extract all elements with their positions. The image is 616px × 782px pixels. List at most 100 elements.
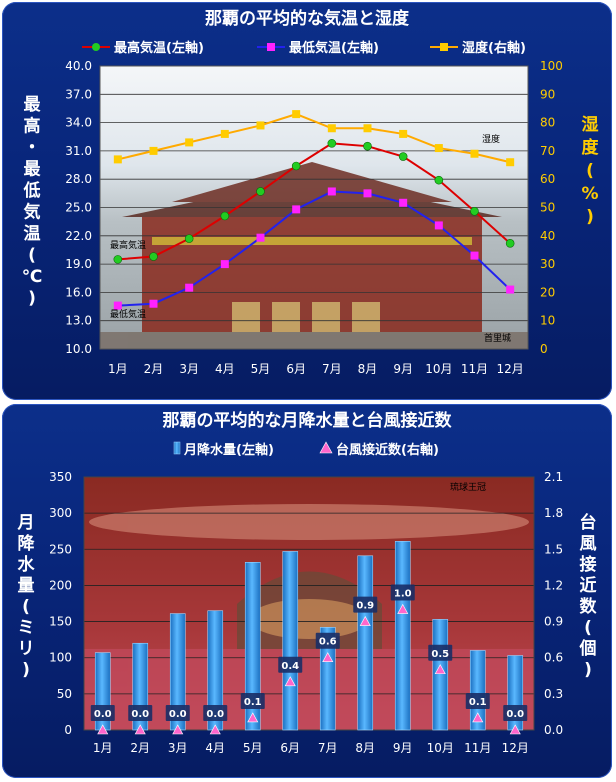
y-tick-label: 34.0 (65, 116, 92, 130)
legend-marker-min-temp (267, 43, 275, 51)
y-right-tick-label: 30 (540, 257, 555, 271)
plot-area (84, 477, 534, 730)
y-axis-left-label-char: 降 (18, 533, 36, 554)
legend-marker-max-temp (92, 43, 100, 51)
y-right-tick-label: 20 (540, 285, 555, 299)
y-axis-left-label-char: ・ (24, 138, 41, 158)
y-axis-right-label-char: ) (586, 207, 594, 227)
data-label-box (90, 705, 115, 721)
y-right-tick-label: 80 (540, 116, 555, 130)
x-tick-label: 9月 (393, 741, 413, 755)
typhoon-data-label: 1.0 (394, 589, 412, 600)
y-tick-label: 28.0 (65, 172, 92, 186)
y-right-tick-label: 1.2 (544, 578, 563, 592)
legend: 最高気温(左軸) 最低気温(左軸) 湿度(右軸) (82, 40, 526, 56)
typhoon-marker (209, 724, 221, 735)
x-tick-label: 4月 (205, 741, 225, 755)
series-line (117, 142, 511, 261)
typhoon-data-label: 0.1 (469, 697, 487, 708)
y-axis-right-ticks: 0 10 20 30 40 50 60 70 80 90 100 (540, 59, 563, 356)
x-tick-label: 8月 (355, 741, 375, 755)
y-tick-label: 150 (49, 615, 72, 629)
y-axis-right-ticks: 0.0 0.3 0.6 0.9 1.2 1.5 1.8 2.1 (544, 470, 563, 737)
temperature-humidity-panel: 那覇の平均的な気温と湿度 最高気温(左軸) 最低気温(左軸) 湿度(右軸) (2, 2, 612, 400)
y-axis-right-label-char: % (581, 184, 598, 204)
y-tick-label: 13.0 (65, 314, 92, 328)
rainfall-typhoon-panel: 那覇の平均的な月降水量と台風接近数 月降水量(左軸) 台風接近数(右軸) 0.0… (2, 404, 612, 778)
legend-entry-max-temp: 最高気温(左軸) (82, 40, 204, 56)
legend-entry-typhoon: 台風接近数(右軸) (319, 441, 439, 458)
legend-entry-rainfall: 月降水量(左軸) (173, 441, 274, 458)
annotation-humidity: 湿度 (482, 133, 500, 145)
x-tick-label: 7月 (322, 362, 342, 376)
x-tick-label: 10月 (425, 362, 452, 376)
data-point (434, 144, 443, 153)
y-tick-label: 19.0 (65, 257, 92, 271)
series-0 (113, 139, 515, 264)
typhoon-data-label: 0.0 (169, 709, 187, 720)
y-right-tick-label: 2.1 (544, 470, 563, 484)
y-axis-right-label-chars: 台風接近数(個) (579, 512, 598, 680)
typhoon-data-label: 0.9 (356, 601, 374, 612)
data-point (363, 124, 372, 133)
y-tick-label: 10.0 (65, 342, 92, 356)
bar-rainfall (244, 561, 261, 731)
y-axis-right-label-char: 台 (580, 512, 597, 533)
typhoon-marker (509, 724, 521, 735)
data-point (256, 187, 265, 196)
y-axis-right-label: 台風接近数(個) (579, 512, 598, 680)
data-point (399, 198, 408, 207)
y-axis-left-label-char: ミ (18, 618, 35, 638)
y-right-tick-label: 0 (540, 342, 548, 356)
legend-label-rainfall: 月降水量(左軸) (183, 442, 274, 458)
y-tick-label: 250 (49, 542, 72, 556)
y-axis-right-label-char: 数 (580, 596, 598, 617)
y-right-tick-label: 100 (540, 59, 563, 73)
y-tick-label: 22.0 (65, 229, 92, 243)
x-axis-ticks: 1月 2月 3月 4月 5月 6月 7月 8月 9月 10月 11月 12月 (93, 741, 529, 755)
x-tick-label: 2月 (144, 362, 164, 376)
data-label-box (128, 705, 153, 721)
typhoon-data-label: 0.0 (506, 709, 524, 720)
y-axis-left-label-char: 最 (24, 95, 42, 115)
series-line (117, 190, 511, 307)
y-axis-right-label-char: ) (584, 660, 592, 680)
x-tick-label: 5月 (243, 741, 263, 755)
typhoon-marker (284, 676, 296, 687)
typhoon-data-label: 0.4 (281, 661, 299, 672)
legend-entry-min-temp: 最低気温(左軸) (257, 40, 379, 56)
y-axis-left-label-char: 最 (24, 160, 42, 180)
x-tick-label: 2月 (130, 741, 150, 755)
typhoon-marker (359, 615, 371, 626)
y-axis-left-label-char: 低 (23, 180, 41, 201)
y-axis-left-label: 最高・最低気温(℃) (22, 95, 43, 309)
y-tick-label: 16.0 (65, 285, 92, 299)
y-axis-right-label-chars: 湿度 (%) (581, 115, 599, 227)
y-axis-right-label-char: 風 (580, 534, 597, 554)
x-tick-label: 12月 (502, 741, 529, 755)
series-1 (113, 187, 515, 310)
gridlines (83, 476, 535, 731)
typhoon-marker (472, 712, 484, 723)
x-tick-label: 5月 (251, 362, 271, 376)
typhoon-data-label: 0.1 (244, 697, 262, 708)
data-label-box (278, 656, 303, 673)
plot-border (83, 476, 535, 731)
y-axis-left-label-char: ( (28, 246, 36, 266)
y-axis-right-label-char: 度 (582, 137, 600, 158)
data-label-box (465, 692, 490, 709)
y-axis-right-label-char: 湿 (582, 115, 599, 135)
y-tick-label: 25.0 (65, 201, 92, 215)
x-tick-label: 1月 (93, 741, 113, 755)
y-right-tick-label: 0.9 (544, 615, 563, 629)
y-right-tick-label: 60 (540, 172, 555, 186)
y-right-tick-label: 50 (540, 201, 555, 215)
typhoon-marker (397, 603, 409, 614)
plot-border (99, 65, 529, 350)
y-axis-left-ticks: 0 50 100 150 200 250 300 350 (49, 470, 72, 737)
data-point (327, 187, 336, 196)
data-point (363, 189, 372, 198)
typhoon-marker (434, 664, 446, 675)
data-point (292, 110, 301, 119)
y-axis-right-label-char: 近 (580, 575, 597, 596)
